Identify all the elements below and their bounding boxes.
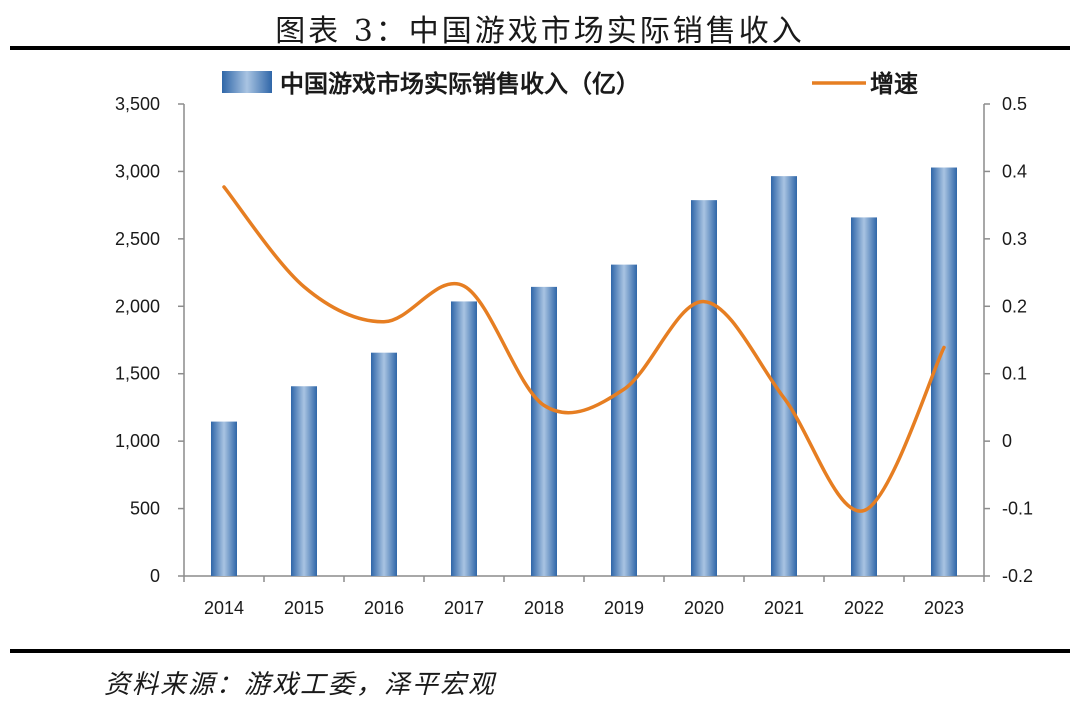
y-left-tick-label: 3,000 bbox=[115, 161, 160, 181]
source-note: 资料来源：游戏工委，泽平宏观 bbox=[104, 670, 497, 700]
y-left-tick-label: 500 bbox=[130, 499, 160, 519]
y-left-tick-label: 3,500 bbox=[115, 94, 160, 114]
axes: 0 500 1,000 1,500 2,000 2,500 3,000 3,500 -0.2 -0… bbox=[115, 94, 1033, 618]
y-right-tick-label: 0.1 bbox=[1002, 364, 1027, 384]
y-left-tick-label: 2,500 bbox=[115, 229, 160, 249]
x-tick-label: 2022 bbox=[844, 598, 884, 618]
bar bbox=[291, 386, 317, 576]
x-tick-label: 2017 bbox=[444, 598, 484, 618]
x-tick-label: 2014 bbox=[204, 598, 244, 618]
y-right-tick-label: 0 bbox=[1002, 431, 1012, 451]
y-right-tick-label: 0.3 bbox=[1002, 229, 1027, 249]
x-tick-label: 2018 bbox=[524, 598, 564, 618]
bar-series bbox=[211, 167, 957, 577]
bar bbox=[611, 264, 637, 576]
bar bbox=[451, 301, 477, 576]
y-left-tick-label: 1,000 bbox=[115, 431, 160, 451]
y-right-tick-label: 0.2 bbox=[1002, 296, 1027, 316]
y-left-tick-label: 2,000 bbox=[115, 296, 160, 316]
bottom-rule bbox=[10, 649, 1070, 653]
legend-line-label: 增速 bbox=[870, 70, 918, 98]
chart-title: 图表 3：中国游戏市场实际销售收入 bbox=[275, 14, 805, 49]
bar bbox=[531, 286, 557, 576]
x-tick-label: 2019 bbox=[604, 598, 644, 618]
y-left-tick-label: 1,500 bbox=[115, 364, 160, 384]
y-right-tick-label: 0.4 bbox=[1002, 161, 1027, 181]
x-tick-label: 2021 bbox=[764, 598, 804, 618]
bar bbox=[691, 200, 717, 576]
line-series bbox=[222, 185, 946, 513]
legend-bar-label: 中国游戏市场实际销售收入（亿） bbox=[280, 70, 640, 98]
bar bbox=[771, 176, 797, 577]
growth-line bbox=[222, 185, 946, 513]
bar bbox=[211, 421, 237, 576]
x-tick-label: 2015 bbox=[284, 598, 324, 618]
x-tick-label: 2023 bbox=[924, 598, 964, 618]
bar bbox=[371, 352, 397, 576]
y-right-tick-label: -0.1 bbox=[1002, 499, 1033, 519]
y-right-tick-label: 0.5 bbox=[1002, 94, 1027, 114]
y-left-tick-label: 0 bbox=[150, 566, 160, 586]
legend: 中国游戏市场实际销售收入（亿） 增速 bbox=[222, 70, 918, 98]
x-tick-label: 2020 bbox=[684, 598, 724, 618]
chart: 中国游戏市场实际销售收入（亿） 增速 0 500 1,000 1,500 2,000 2,5… bbox=[115, 70, 1033, 618]
legend-bar-swatch bbox=[222, 71, 272, 93]
y-right-tick-label: -0.2 bbox=[1002, 566, 1033, 586]
x-tick-label: 2016 bbox=[364, 598, 404, 618]
bar bbox=[851, 217, 877, 576]
top-rule bbox=[10, 46, 1070, 50]
